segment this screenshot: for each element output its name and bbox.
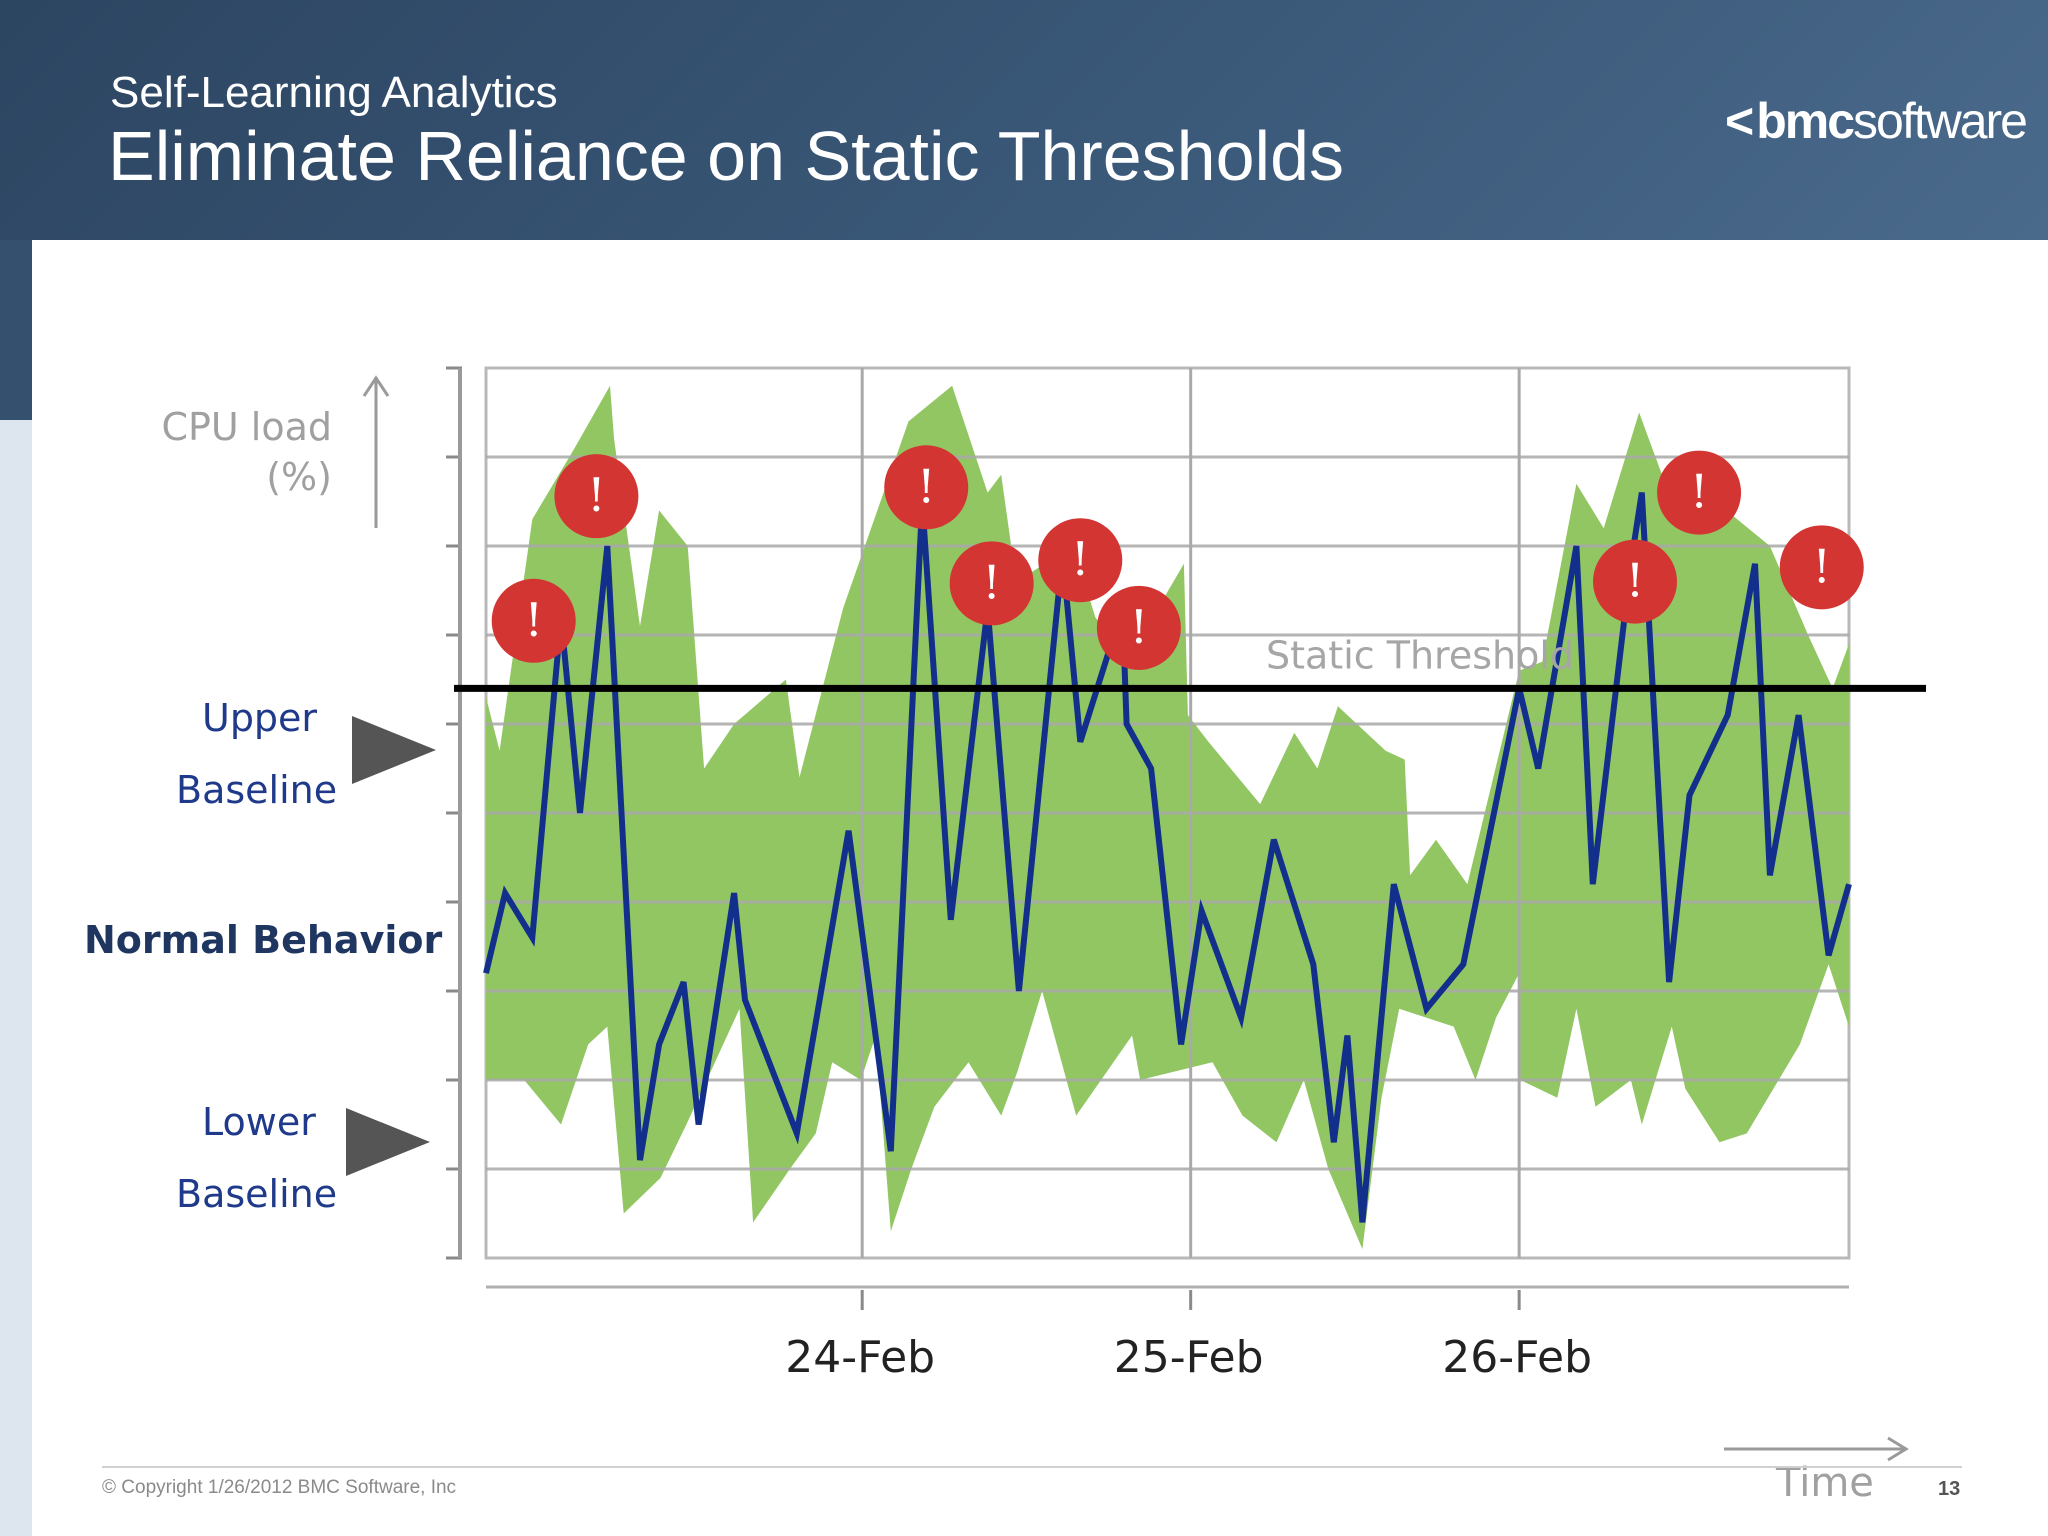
lower-baseline-label: Lower Baseline	[176, 1086, 337, 1230]
lower-baseline-line1: Lower	[202, 1100, 316, 1144]
alert-mark-label: !	[1690, 465, 1709, 519]
copyright-text: © Copyright 1/26/2012 BMC Software, Inc	[102, 1477, 457, 1498]
alert-mark-label: !	[587, 468, 606, 522]
logo-software: software	[1853, 93, 2028, 149]
alert-icon	[884, 445, 969, 530]
normal-behavior-band	[486, 385, 1849, 1250]
slide-title: Eliminate Reliance on Static Thresholds	[108, 117, 1345, 195]
logo-chevron: <	[1725, 93, 1754, 149]
x-tick-label: 24-Feb	[785, 1332, 935, 1383]
alert-icon	[1657, 450, 1742, 535]
upper-baseline-arrow-icon	[352, 716, 436, 784]
x-tick-label: 26-Feb	[1442, 1332, 1592, 1383]
logo-bmc: bmc	[1756, 93, 1855, 149]
alert-icon	[1038, 518, 1123, 603]
alert-mark-label: !	[1130, 600, 1149, 654]
alert-mark-label: !	[524, 593, 543, 647]
up-arrow-icon	[362, 375, 390, 397]
upper-baseline-line2: Baseline	[176, 768, 338, 812]
x-tick-label: 25-Feb	[1114, 1332, 1264, 1383]
alert-mark-label: !	[917, 459, 936, 513]
lower-baseline-line2: Baseline	[176, 1172, 338, 1216]
bmc-logo: <bmcsoftware	[1725, 92, 2028, 150]
cpu-load-line	[483, 492, 1852, 1223]
static-threshold-label: Static Threshold	[1266, 633, 1574, 677]
y-axis-label-line2: (%)	[266, 455, 332, 499]
upper-baseline-label: Upper Baseline	[176, 682, 337, 826]
alert-icon	[1096, 585, 1181, 670]
alert-icon	[554, 454, 639, 539]
upper-baseline-line1: Upper	[202, 696, 318, 740]
left-accent-stripe	[0, 240, 32, 420]
alert-icon	[1593, 539, 1678, 624]
alert-mark-label: !	[1626, 554, 1645, 608]
slide-subtitle: Self-Learning Analytics	[110, 68, 558, 117]
normal-behavior-label: Normal Behavior	[84, 918, 443, 962]
alert-icon	[1779, 525, 1864, 610]
alert-mark-label: !	[1071, 532, 1090, 586]
alert-icon	[491, 578, 576, 663]
y-axis-label: CPU load (%)	[130, 402, 332, 502]
alert-icon	[949, 541, 1034, 626]
lower-baseline-arrow-icon	[346, 1108, 430, 1176]
y-axis-label-line1: CPU load	[161, 405, 332, 449]
footer-divider	[102, 1466, 1962, 1468]
header-bar	[0, 0, 2048, 240]
alert-mark-label: !	[982, 555, 1001, 609]
page-number: 13	[1938, 1478, 1961, 1500]
right-arrow-icon	[1887, 1436, 1909, 1462]
alert-mark-label: !	[1812, 539, 1831, 593]
